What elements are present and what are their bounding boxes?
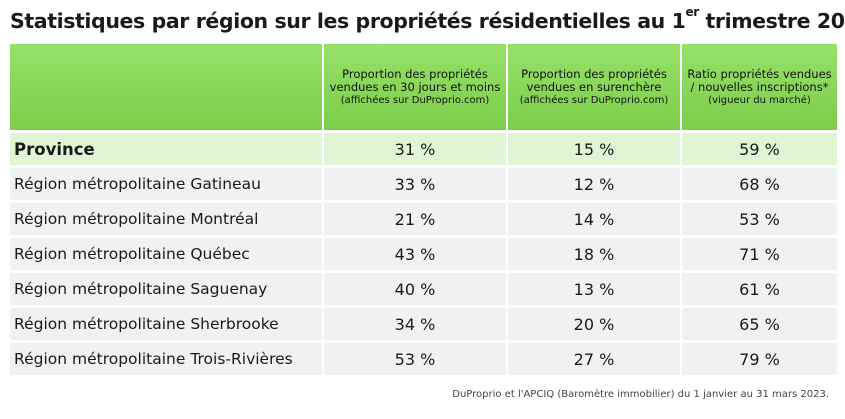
overbid-value: 27 % bbox=[506, 340, 680, 375]
table-row: Région métropolitaine Québec 43 % 18 % 7… bbox=[10, 235, 837, 270]
title-text: Statistiques par région sur les propriét… bbox=[10, 9, 686, 33]
overbid-value: 14 % bbox=[506, 200, 680, 235]
sold-30-days-value: 43 % bbox=[322, 235, 506, 270]
region-name: Région métropolitaine Gatineau bbox=[10, 165, 322, 200]
region-name: Région métropolitaine Trois-Rivières bbox=[10, 340, 322, 375]
title-text-end: trimestre 2023 bbox=[705, 9, 845, 33]
header-sold-30-days-note: (affichées sur DuProprio.com) bbox=[340, 94, 490, 106]
ratio-value: 71 % bbox=[680, 235, 837, 270]
table-row: Région métropolitaine Montréal 21 % 14 %… bbox=[10, 200, 837, 235]
table-row: Région métropolitaine Gatineau 33 % 12 %… bbox=[10, 165, 837, 200]
ratio-value: 59 % bbox=[680, 130, 837, 165]
header-ratio-note: (vigueur du marché) bbox=[708, 94, 811, 106]
table-row-province: Province 31 % 15 % 59 % bbox=[10, 130, 837, 165]
region-name: Région métropolitaine Saguenay bbox=[10, 270, 322, 305]
table-row: Région métropolitaine Saguenay 40 % 13 %… bbox=[10, 270, 837, 305]
region-name: Région métropolitaine Montréal bbox=[10, 200, 322, 235]
overbid-value: 15 % bbox=[506, 130, 680, 165]
ratio-value: 68 % bbox=[680, 165, 837, 200]
table-row: Région métropolitaine Sherbrooke 34 % 20… bbox=[10, 305, 837, 340]
header-overbid-note: (affichées sur DuProprio.com) bbox=[519, 94, 669, 106]
sold-30-days-value: 34 % bbox=[322, 305, 506, 340]
stats-table: Proportion des propriétés vendues en 30 … bbox=[10, 44, 837, 375]
ratio-value: 65 % bbox=[680, 305, 837, 340]
overbid-value: 13 % bbox=[506, 270, 680, 305]
ratio-value: 61 % bbox=[680, 270, 837, 305]
header-sold-30-days-label: Proportion des propriétés vendues en 30 … bbox=[329, 66, 501, 94]
overbid-value: 20 % bbox=[506, 305, 680, 340]
overbid-value: 18 % bbox=[506, 235, 680, 270]
header-sold-30-days: Proportion des propriétés vendues en 30 … bbox=[322, 44, 506, 130]
header-ratio: Ratio propriétés vendues / nouvelles ins… bbox=[680, 44, 837, 130]
table-row: Région métropolitaine Trois-Rivières 53 … bbox=[10, 340, 837, 375]
ratio-value: 79 % bbox=[680, 340, 837, 375]
page-title: Statistiques par région sur les propriét… bbox=[10, 5, 845, 34]
table-header-row: Proportion des propriétés vendues en 30 … bbox=[10, 44, 837, 130]
sold-30-days-value: 31 % bbox=[322, 130, 506, 165]
header-ratio-label: Ratio propriétés vendues / nouvelles ins… bbox=[687, 66, 832, 94]
source-note: DuProprio et l'APCIQ (Baromètre immobili… bbox=[452, 389, 829, 400]
region-name: Région métropolitaine Québec bbox=[10, 235, 322, 270]
sold-30-days-value: 40 % bbox=[322, 270, 506, 305]
sold-30-days-value: 21 % bbox=[322, 200, 506, 235]
ratio-value: 53 % bbox=[680, 200, 837, 235]
header-overbid-label: Proportion des propriétés vendues en sur… bbox=[521, 66, 667, 94]
title-superscript: er bbox=[685, 5, 699, 19]
region-name: Province bbox=[10, 130, 322, 165]
region-name: Région métropolitaine Sherbrooke bbox=[10, 305, 322, 340]
overbid-value: 12 % bbox=[506, 165, 680, 200]
header-region bbox=[10, 44, 322, 130]
header-overbid: Proportion des propriétés vendues en sur… bbox=[506, 44, 680, 130]
sold-30-days-value: 53 % bbox=[322, 340, 506, 375]
sold-30-days-value: 33 % bbox=[322, 165, 506, 200]
